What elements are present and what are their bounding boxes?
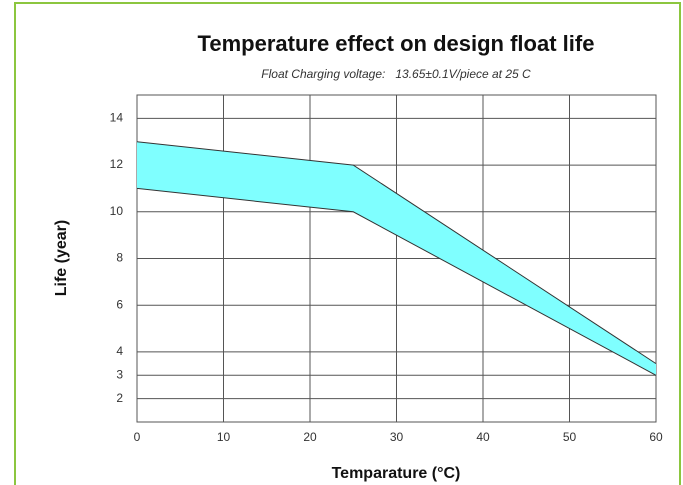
series-line [136, 187, 657, 376]
y-axis-label: Life (year) [53, 220, 70, 296]
chart-title: Temperature effect on design float life [198, 31, 595, 56]
chart-subtitle: Float Charging voltage: 13.65±0.1V/piece… [261, 67, 531, 81]
y-tick-label: 12 [110, 157, 124, 171]
x-tick-label: 10 [217, 430, 231, 444]
y-tick-label: 3 [116, 367, 123, 381]
frame [14, 2, 681, 485]
plot-border [136, 94, 657, 423]
x-tick-label: 20 [303, 430, 317, 444]
x-tick-label: 0 [134, 430, 141, 444]
x-tick-label: 50 [563, 430, 577, 444]
y-tick-label: 4 [116, 344, 123, 358]
x-axis-label: Temparature (°C) [332, 465, 461, 482]
y-tick-label: 8 [116, 251, 123, 265]
x-tick-label: 40 [476, 430, 490, 444]
y-tick-label: 6 [116, 297, 123, 311]
x-tick-label: 60 [649, 430, 663, 444]
y-tick-label: 10 [110, 204, 124, 218]
x-tick-label: 30 [390, 430, 404, 444]
y-tick-label: 14 [110, 111, 124, 125]
range-band [137, 141, 656, 376]
series-line [136, 141, 657, 365]
y-tick-label: 2 [116, 391, 123, 405]
